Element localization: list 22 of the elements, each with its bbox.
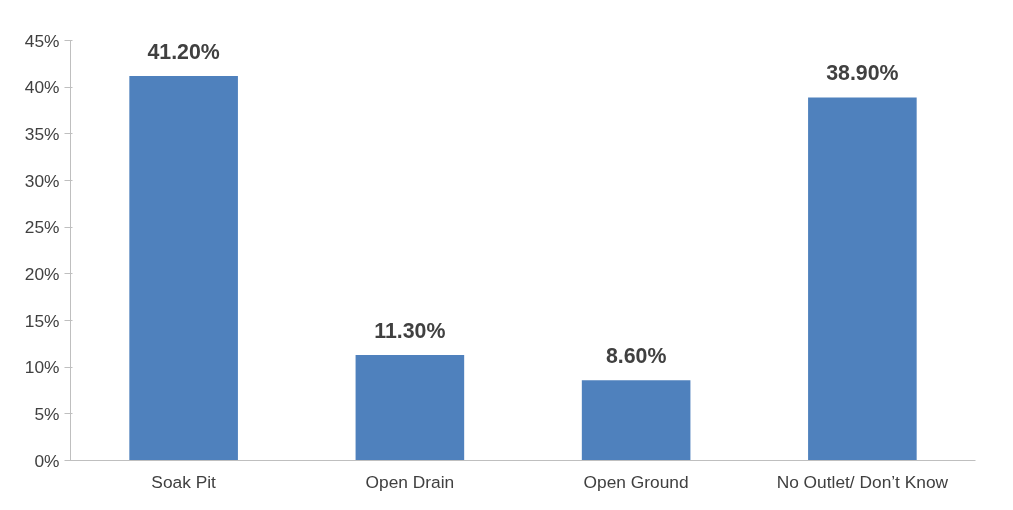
data-label: 11.30% xyxy=(374,319,446,344)
data-label: 8.60% xyxy=(605,344,667,369)
y-tick-label: 15% xyxy=(24,310,60,331)
bar xyxy=(355,355,465,461)
bar xyxy=(129,75,238,461)
y-tick-label: 45% xyxy=(24,30,60,51)
bar xyxy=(581,380,691,461)
data-label: 41.20% xyxy=(147,39,220,64)
x-tick-label: Soak Pit xyxy=(151,471,217,492)
y-tick-label: 0% xyxy=(34,450,60,471)
x-tick-label: Open Ground xyxy=(583,471,689,492)
y-tick-label: 25% xyxy=(24,217,60,238)
x-tick-label: Open Drain xyxy=(365,471,455,492)
data-label: 38.90% xyxy=(826,61,899,86)
y-tick-label: 5% xyxy=(34,403,60,424)
y-tick-label: 35% xyxy=(24,123,60,144)
y-tick-label: 30% xyxy=(24,170,60,191)
x-tick-label: No Outlet/ Don’t Know xyxy=(776,471,949,492)
bar xyxy=(808,97,917,461)
y-tick-label: 20% xyxy=(24,263,60,284)
y-tick-label: 40% xyxy=(24,77,60,98)
y-tick-label: 10% xyxy=(24,357,60,378)
